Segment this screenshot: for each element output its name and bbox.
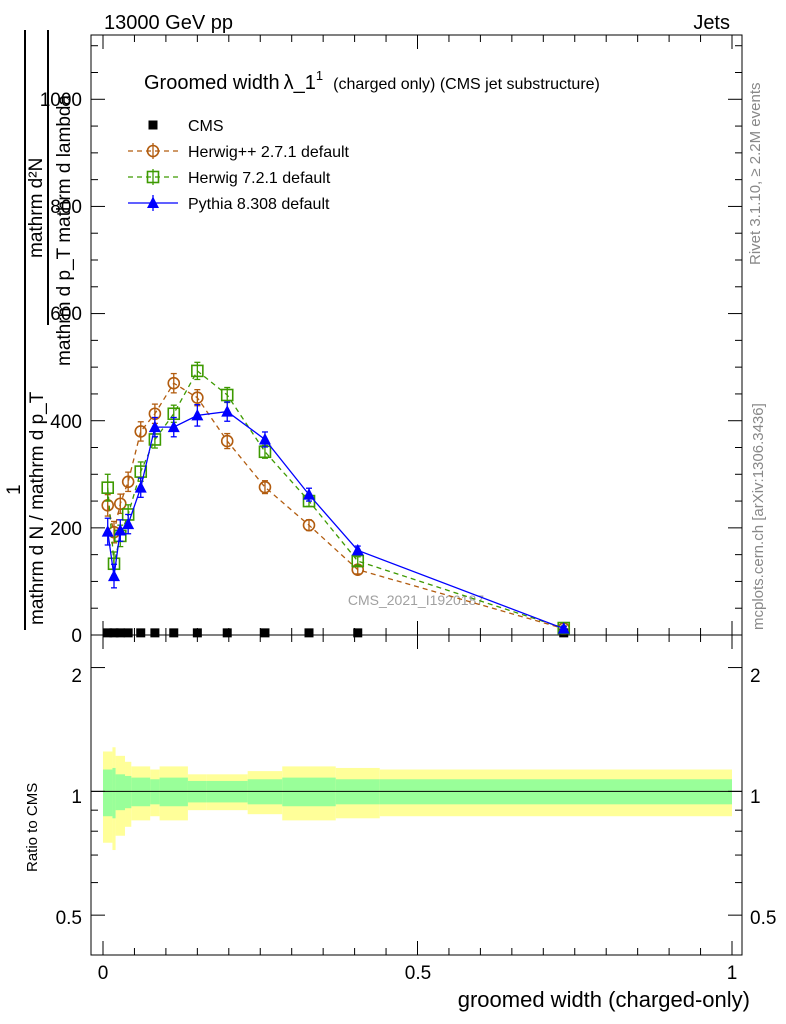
- y-tick-label-1000: 1000: [40, 90, 82, 111]
- ratio-tick-label-left-1: 1: [71, 787, 82, 808]
- legend-marker: [146, 144, 160, 158]
- title-main: Groomed width: [144, 72, 280, 94]
- legend-label-herwig7: Herwig 7.2.1 default: [188, 170, 331, 187]
- legend-label-herwigpp: Herwig++ 2.7.1 default: [188, 144, 350, 161]
- analysis-watermark: CMS_2021_I1920187: [348, 592, 484, 608]
- mcplots-label: mcplots.cern.ch [arXiv:1306.3436]: [750, 403, 767, 630]
- x-tick-label-0.5: 0.5: [405, 963, 431, 984]
- data-point: [134, 425, 148, 438]
- data-point: [302, 488, 315, 500]
- legend-label-pythia: Pythia 8.308 default: [188, 196, 330, 213]
- data-point: [121, 475, 135, 489]
- ratio-tick-label-right-2: 2: [750, 666, 761, 687]
- data-point: [258, 432, 271, 445]
- header-energy: 13000 GeV pp: [104, 12, 233, 34]
- ratio-y-axis-label: Ratio to CMS: [24, 783, 41, 872]
- legend: CMS Herwig++ 2.7.1 default Herwig 7.2.1 …: [128, 118, 350, 213]
- title-symbol: λ_1: [284, 72, 316, 94]
- data-point: [101, 525, 114, 537]
- ylabel-prefactor: 1: [4, 484, 25, 495]
- series-layer: [101, 361, 571, 638]
- data-point: [136, 628, 146, 638]
- data-point: [134, 465, 148, 478]
- ratio-band-inner-bin: [103, 769, 113, 817]
- data-point: [113, 497, 127, 511]
- data-point: [191, 408, 204, 421]
- header-process: Jets: [693, 12, 730, 34]
- ratio-tick-label-right-1: 1: [750, 787, 761, 808]
- data-point: [115, 628, 125, 638]
- data-point: [167, 376, 181, 390]
- x-axis-label: groomed width (charged-only): [458, 987, 750, 1012]
- data-point: [122, 517, 135, 530]
- data-point: [302, 518, 316, 532]
- ylabel-denominator: mathrm d p_T mathrm d lambda: [54, 95, 75, 366]
- ylabel-outer-denominator: mathrm d N / mathrm d p_T: [27, 391, 48, 625]
- data-point: [169, 628, 179, 638]
- data-point: [260, 628, 270, 638]
- title-text: Groomed width λ_11 (charged only) (CMS jet…: [144, 68, 600, 94]
- data-point: [351, 554, 365, 568]
- data-point: [109, 628, 119, 638]
- data-point: [148, 420, 161, 433]
- main-y-axis-label: mathrm d²N mathrm d p_T mathrm d lambda …: [4, 30, 75, 630]
- ylabel-numerator: mathrm d²N: [26, 158, 47, 258]
- series-line: [107, 369, 564, 629]
- data-point: [221, 405, 234, 417]
- data-point: [103, 628, 113, 638]
- data-point: [258, 480, 272, 494]
- y-tick-label-600: 600: [50, 304, 82, 325]
- legend-marker: [146, 170, 160, 184]
- title-superscript: 1: [316, 68, 323, 83]
- data-point: [150, 628, 160, 638]
- y-tick-label-0: 0: [71, 626, 82, 647]
- ratio-band-inner-bin: [112, 767, 116, 819]
- series-0: [103, 628, 569, 638]
- data-point: [191, 391, 204, 404]
- ratio-tick-label-right-0.5: 0.5: [750, 908, 776, 929]
- legend-label-cms: CMS: [188, 118, 224, 135]
- legend-marker: [147, 196, 159, 208]
- data-point: [220, 434, 234, 448]
- ratio-band-inner-bin: [115, 774, 126, 811]
- ratio-plot-frame: [90, 634, 743, 956]
- series-3: [101, 401, 570, 634]
- plot-title: Groomed width λ_11 (charged only) (CMS jet…: [144, 68, 600, 94]
- series-line: [107, 410, 564, 630]
- ratio-tick-label-left-0.5: 0.5: [56, 908, 82, 929]
- y-tick-label-800: 800: [50, 197, 82, 218]
- series-2: [101, 361, 571, 635]
- data-point: [101, 481, 115, 494]
- axis-ticks: [91, 35, 742, 956]
- data-point: [114, 524, 127, 536]
- y-tick-label-200: 200: [50, 519, 82, 540]
- x-tick-label-1: 1: [727, 963, 738, 984]
- data-point: [167, 420, 180, 433]
- data-point: [134, 481, 147, 493]
- ratio-uncertainty-band: [103, 747, 732, 851]
- data-point: [191, 364, 204, 378]
- data-point: [351, 543, 364, 556]
- data-point: [304, 628, 314, 638]
- title-note: (charged only) (CMS jet substructure): [333, 76, 600, 93]
- ratio-band-inner-bin: [159, 777, 188, 807]
- ratio-band-inner-bin: [131, 777, 151, 807]
- data-point: [353, 628, 363, 638]
- ratio-band-inner-bin: [282, 777, 336, 807]
- data-point: [222, 628, 232, 638]
- ratio-band-inner-bin: [125, 775, 132, 809]
- legend-marker: [148, 120, 158, 130]
- data-point: [108, 569, 121, 582]
- data-point: [123, 628, 133, 638]
- series-1: [101, 372, 571, 635]
- rivet-label: Rivet 3.1.10, ≥ 2.2M events: [747, 83, 764, 266]
- x-tick-label-0: 0: [98, 963, 109, 984]
- y-tick-label-400: 400: [50, 412, 82, 433]
- data-point: [557, 622, 570, 634]
- ratio-tick-label-left-2: 2: [71, 666, 82, 687]
- data-point: [220, 388, 234, 402]
